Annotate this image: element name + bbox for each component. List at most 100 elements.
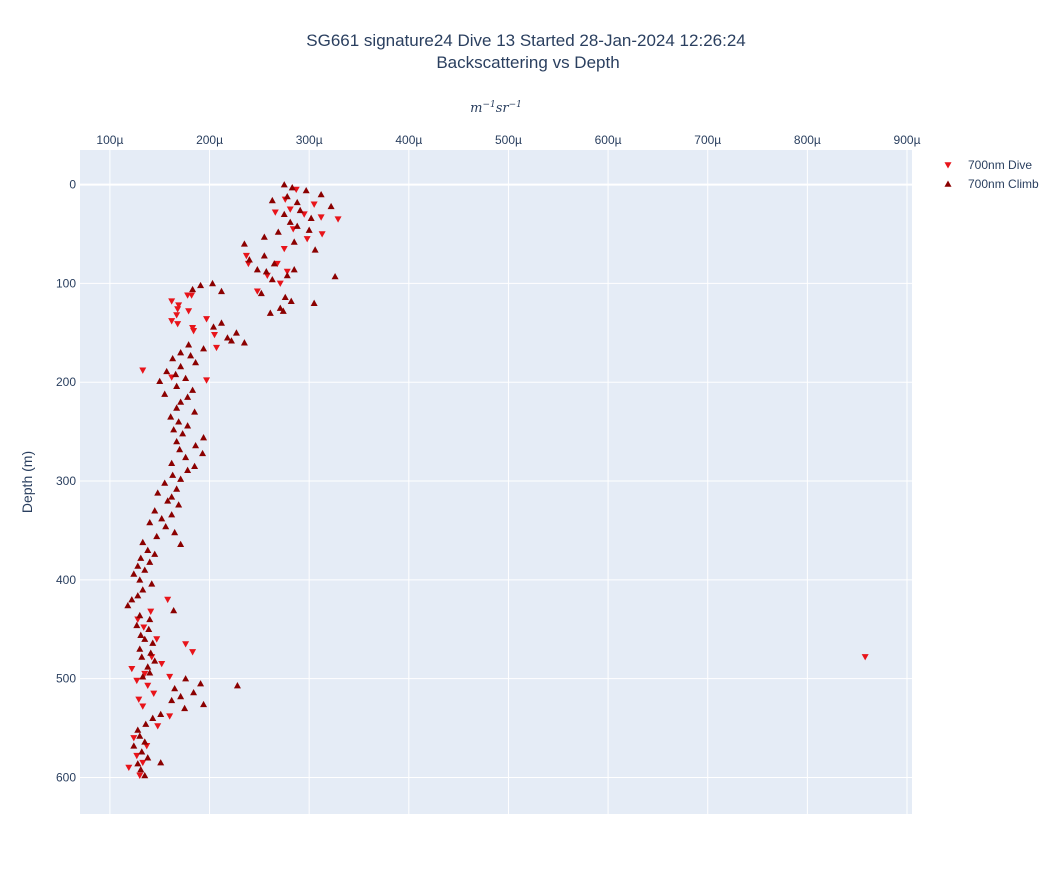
data-point	[154, 489, 162, 496]
chart-title: SG661 signature24 Dive 13 Started 28-Jan…	[306, 31, 745, 50]
data-point	[137, 554, 145, 561]
data-point	[303, 236, 311, 243]
data-point	[189, 649, 197, 656]
data-point	[144, 682, 152, 690]
data-point	[170, 606, 178, 614]
y-tick-label: 300	[56, 474, 76, 488]
data-point	[146, 558, 154, 565]
data-point	[179, 430, 187, 437]
data-point	[157, 710, 165, 718]
data-point	[151, 657, 159, 664]
y-tick-label: 400	[56, 573, 76, 587]
data-point	[210, 323, 218, 330]
data-point	[177, 692, 185, 700]
data-point	[139, 586, 147, 593]
data-point	[253, 266, 261, 273]
data-point	[173, 404, 181, 411]
data-point	[148, 580, 156, 587]
y-axis-title: Depth (m)	[19, 451, 35, 513]
data-point	[134, 562, 142, 569]
data-point	[217, 319, 225, 326]
data-point	[137, 631, 145, 638]
data-point	[173, 437, 181, 445]
data-point	[168, 493, 176, 500]
data-point	[286, 206, 294, 213]
data-point	[266, 309, 274, 316]
data-point	[163, 367, 171, 375]
data-point	[177, 475, 185, 482]
data-point	[270, 260, 278, 267]
data-point	[167, 413, 175, 420]
legend-marker	[944, 180, 952, 187]
data-points	[124, 181, 869, 779]
legend-item[interactable]: 700nm Dive	[944, 158, 1033, 172]
data-point	[276, 304, 284, 311]
data-point	[138, 748, 146, 755]
data-point	[136, 732, 144, 739]
data-point	[233, 682, 241, 689]
data-point	[280, 210, 288, 218]
legend-label: 700nm Dive	[968, 158, 1032, 172]
unit-exp2: −1	[509, 100, 522, 110]
data-point	[203, 377, 211, 384]
data-point	[161, 479, 169, 486]
data-point	[158, 515, 166, 522]
data-point	[260, 252, 268, 259]
data-point	[190, 688, 198, 696]
x-tick-label: 400µ	[395, 133, 422, 147]
data-point	[213, 344, 221, 352]
data-point	[151, 507, 159, 514]
data-point	[173, 312, 181, 319]
data-point	[188, 292, 196, 299]
data-point	[190, 328, 198, 335]
data-point	[149, 639, 157, 646]
data-point	[134, 760, 142, 767]
data-point	[232, 329, 240, 336]
data-point	[262, 268, 270, 275]
data-point	[170, 426, 178, 433]
data-point	[268, 275, 276, 283]
data-point	[187, 352, 195, 359]
data-point	[138, 653, 146, 660]
data-point	[176, 445, 184, 453]
data-point	[288, 184, 296, 191]
data-point	[227, 337, 235, 344]
series-700nm-dive	[125, 186, 869, 779]
x-tick-label: 500µ	[495, 133, 522, 147]
data-point	[139, 703, 147, 710]
data-point	[209, 279, 217, 287]
data-point	[317, 190, 325, 198]
data-point	[257, 289, 265, 297]
data-point	[310, 201, 318, 208]
data-point	[157, 759, 165, 766]
data-point	[147, 649, 155, 656]
legend-item[interactable]: 700nm Climb	[944, 177, 1040, 191]
data-point	[166, 673, 174, 681]
legend-label: 700nm Climb	[968, 177, 1039, 191]
legend-marker	[944, 162, 952, 169]
data-point	[861, 654, 869, 661]
data-point	[136, 576, 144, 583]
data-point	[189, 386, 197, 393]
x-tick-label: 100µ	[96, 133, 123, 147]
data-point	[177, 362, 185, 370]
data-point	[286, 218, 294, 225]
chart-subtitle: Backscattering vs Depth	[436, 53, 619, 72]
data-point	[172, 370, 180, 378]
data-point	[283, 192, 291, 200]
data-point	[142, 720, 150, 727]
y-tick-label: 500	[56, 672, 76, 686]
data-point	[146, 669, 154, 676]
data-point	[168, 511, 176, 518]
data-point	[283, 268, 291, 276]
data-point	[141, 771, 149, 779]
data-point	[240, 240, 248, 247]
data-point	[296, 206, 304, 214]
data-point	[168, 298, 176, 305]
data-point	[271, 209, 279, 216]
data-point	[174, 321, 182, 328]
data-point	[242, 252, 250, 260]
data-point	[124, 602, 132, 609]
data-point	[139, 673, 147, 680]
